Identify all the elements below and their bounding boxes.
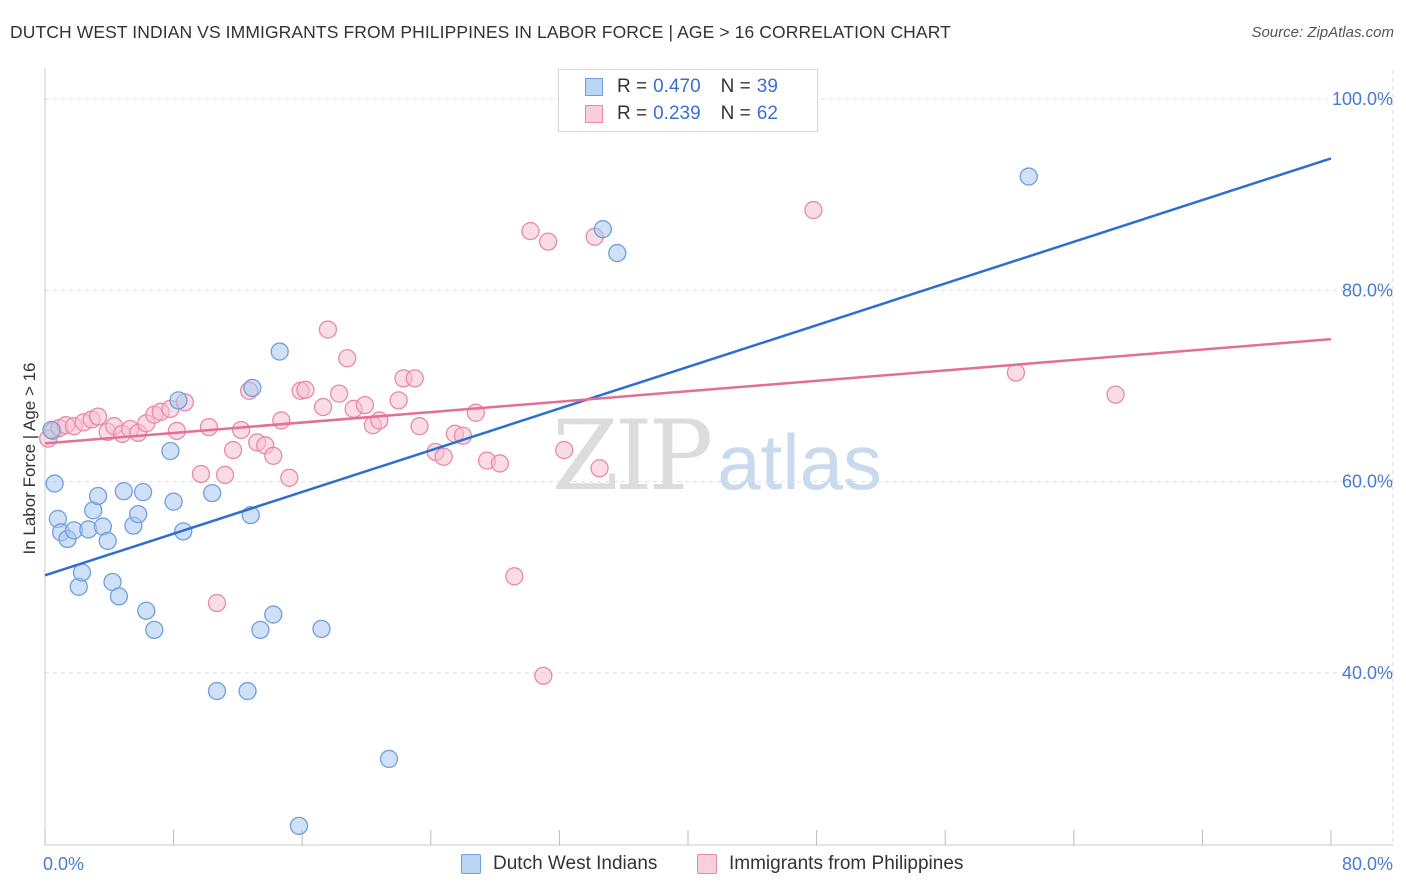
point-dutch-west-indian <box>270 342 289 361</box>
bottom-legend-item-pink: Immigrants from Philippines <box>697 852 963 876</box>
bottom-legend-label-blue: Dutch West Indians <box>493 853 658 874</box>
source-label: Source: ZipAtlas.com <box>1251 24 1394 41</box>
trend-lines <box>44 157 1332 577</box>
trend-line-dutch-west-indians <box>44 157 1332 577</box>
legend-n-label: N = <box>720 76 751 97</box>
point-philippines <box>355 395 375 415</box>
point-philippines <box>88 407 108 426</box>
x-tick-label: 80.0% <box>1342 854 1393 874</box>
point-dutch-west-indian <box>109 587 129 606</box>
legend-row-pink: R = 0.239 N = 62 <box>585 103 778 125</box>
y-tick-label: 80.0% <box>1342 280 1393 300</box>
legend-r-label: R = <box>617 103 648 124</box>
bottom-legend-label-pink: Immigrants from Philippines <box>729 853 964 874</box>
point-dutch-west-indian <box>129 504 148 524</box>
point-dutch-west-indian <box>169 391 188 410</box>
point-philippines <box>389 391 408 410</box>
point-dutch-west-indian <box>161 441 180 461</box>
x-tick-label: 0.0% <box>43 854 84 874</box>
point-philippines <box>215 465 235 485</box>
series-philippines-points <box>39 200 1125 685</box>
point-dutch-west-indian <box>88 486 108 506</box>
point-dutch-west-indian <box>42 420 61 440</box>
point-dutch-west-indian <box>133 482 153 502</box>
point-philippines <box>280 468 299 487</box>
point-dutch-west-indian <box>289 816 309 836</box>
point-philippines <box>272 411 291 430</box>
y-tick-label: 100.0% <box>1332 89 1393 109</box>
point-philippines <box>296 380 315 399</box>
series-dutch-west-indians-points <box>42 167 1038 836</box>
point-dutch-west-indian <box>145 620 164 639</box>
point-philippines <box>199 417 219 437</box>
point-dutch-west-indian <box>207 681 227 701</box>
point-philippines <box>505 567 524 586</box>
point-dutch-west-indian <box>203 483 222 503</box>
point-dutch-west-indian <box>114 482 133 501</box>
point-philippines <box>207 593 227 613</box>
legend-n-value: 62 <box>756 103 778 124</box>
point-dutch-west-indian <box>238 681 257 701</box>
point-dutch-west-indian <box>312 619 331 639</box>
point-philippines <box>521 221 540 241</box>
point-philippines <box>223 440 243 460</box>
legend-swatch-pink <box>585 105 603 123</box>
point-philippines <box>264 446 283 465</box>
legend-r-value: 0.470 <box>653 76 701 97</box>
point-philippines <box>490 454 510 473</box>
point-philippines <box>338 349 357 368</box>
point-dutch-west-indian <box>243 378 262 398</box>
chart-title: DUTCH WEST INDIAN VS IMMIGRANTS FROM PHI… <box>10 22 951 42</box>
point-philippines <box>370 411 389 430</box>
point-philippines <box>405 369 424 388</box>
point-philippines <box>434 447 453 466</box>
point-philippines <box>1006 363 1026 382</box>
legend-swatch-blue <box>585 78 603 96</box>
point-philippines <box>410 417 429 436</box>
bottom-legend-swatch-pink <box>697 854 717 874</box>
point-dutch-west-indian <box>45 474 64 493</box>
point-dutch-west-indian <box>1019 167 1038 186</box>
point-philippines <box>534 666 553 685</box>
point-philippines <box>1106 385 1125 404</box>
point-dutch-west-indian <box>164 492 183 511</box>
point-dutch-west-indian <box>98 531 117 551</box>
point-philippines <box>555 440 574 460</box>
legend-n-label: N = <box>720 103 751 124</box>
legend-r-label: R = <box>617 76 648 97</box>
bottom-legend-swatch-blue <box>461 854 481 874</box>
point-dutch-west-indian <box>264 605 283 624</box>
point-dutch-west-indian <box>608 243 627 263</box>
point-dutch-west-indian <box>379 749 399 769</box>
y-tick-label: 60.0% <box>1342 472 1393 492</box>
point-philippines <box>167 421 186 441</box>
point-philippines <box>231 420 251 440</box>
legend-r-value: 0.239 <box>653 103 701 124</box>
point-dutch-west-indian <box>251 620 270 639</box>
legend-row-blue: R = 0.470 N = 39 <box>585 76 778 98</box>
point-philippines <box>538 232 558 251</box>
trend-line-philippines <box>44 337 1332 445</box>
y-tick-label: 40.0% <box>1342 663 1393 683</box>
bottom-legend-item-blue: Dutch West Indians <box>461 852 657 876</box>
grid-lines <box>45 70 1394 845</box>
point-philippines <box>804 200 823 220</box>
axes <box>44 68 1393 846</box>
point-philippines <box>590 459 609 478</box>
point-philippines <box>318 320 338 339</box>
point-philippines <box>313 397 333 417</box>
y-axis-label: In Labor Force | Age > 16 <box>20 362 39 554</box>
legend-n-value: 39 <box>756 76 778 97</box>
point-dutch-west-indian <box>137 601 156 620</box>
point-philippines <box>330 384 349 403</box>
correlation-legend: R = 0.470 N = 39 R = 0.239 N = 62 <box>558 69 818 132</box>
point-philippines <box>191 464 211 484</box>
axis-labels: 40.0% 60.0% 80.0% 100.0% 0.0% 80.0% In Labor F… <box>20 89 1393 874</box>
point-dutch-west-indian <box>593 220 612 239</box>
